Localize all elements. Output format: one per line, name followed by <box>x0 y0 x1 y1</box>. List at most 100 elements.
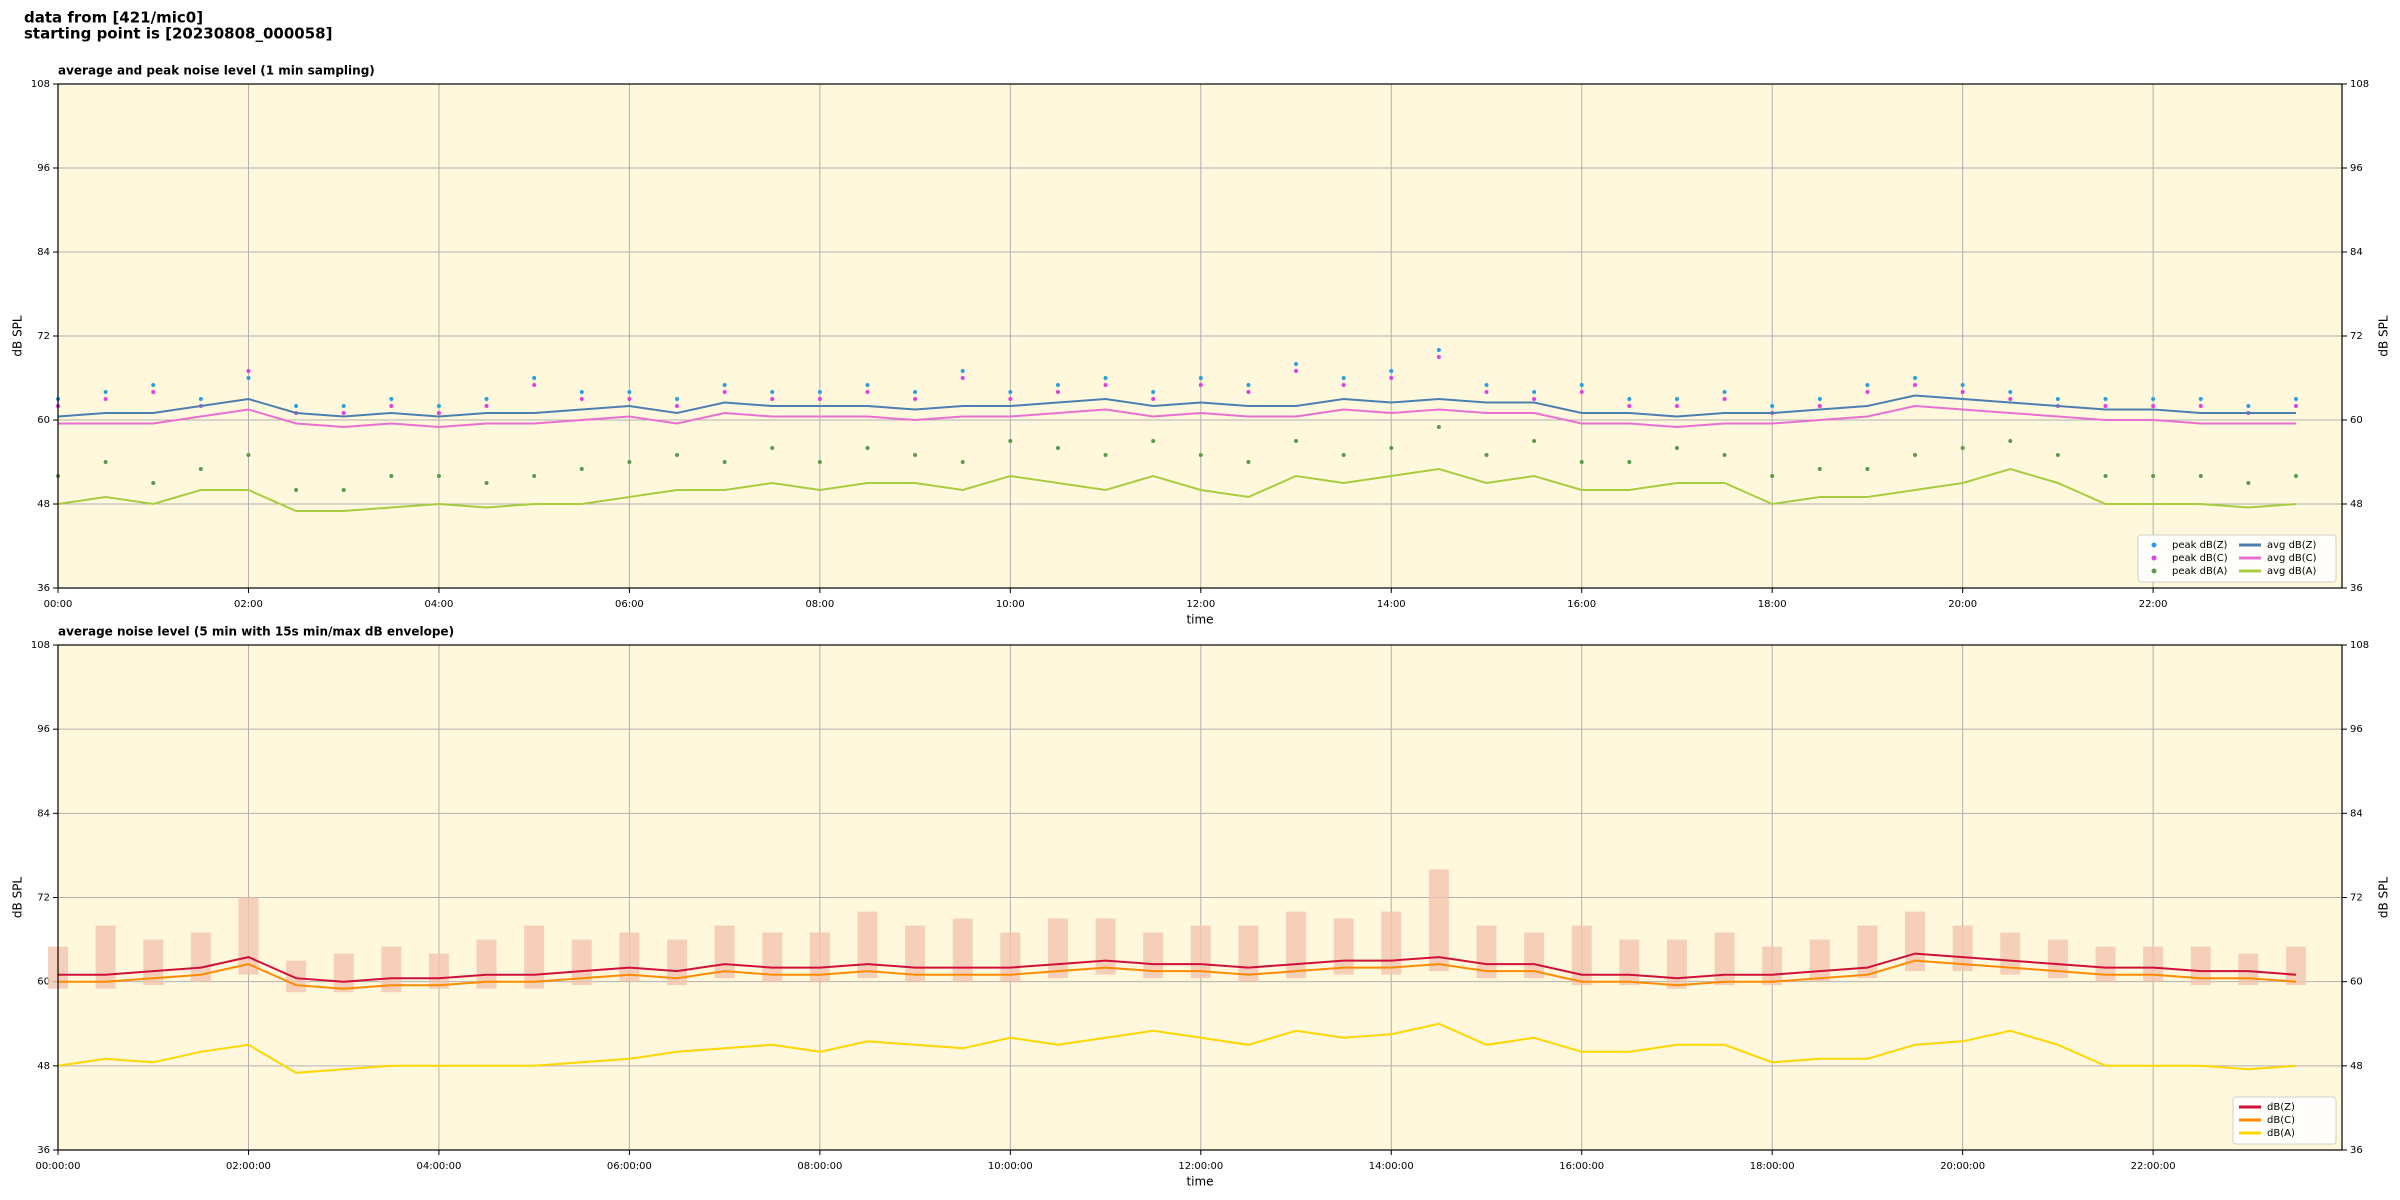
x-tick-label: 12:00 <box>1186 599 1215 610</box>
peak-dot <box>675 397 680 401</box>
peak-dot <box>1103 376 1108 380</box>
peak-dot <box>1722 390 1727 394</box>
y2-tick-label: 84 <box>2350 808 2363 819</box>
envelope-band <box>1952 925 1973 972</box>
peak-dot <box>1579 390 1584 394</box>
x-tick-label: 18:00:00 <box>1750 1161 1795 1172</box>
peak-dot <box>1532 390 1537 394</box>
peak-dot <box>1913 383 1918 387</box>
peak-dot <box>2103 474 2108 478</box>
legend-marker <box>2151 542 2157 548</box>
x-tick-label: 20:00:00 <box>1940 1161 1985 1172</box>
envelope-band <box>1905 911 1926 972</box>
y2-tick-label: 48 <box>2350 1061 2363 1072</box>
legend-label: avg dB(A) <box>2267 566 2317 577</box>
peak-dot <box>1484 383 1489 387</box>
peak-dot <box>1341 376 1346 380</box>
peak-dot <box>1436 355 1441 359</box>
envelope-band <box>1762 946 1783 986</box>
peak-dot <box>579 397 584 401</box>
series-line <box>57 467 2297 512</box>
peak-dot <box>1008 390 1013 394</box>
x-tick-label: 00:00:00 <box>36 1161 81 1172</box>
legend-label: peak dB(Z) <box>2172 540 2228 551</box>
peak-dot <box>1055 446 1060 450</box>
series-line <box>58 959 2297 990</box>
peak-dot <box>246 369 251 373</box>
peak-dot <box>1294 369 1299 373</box>
peak-dot <box>151 383 156 387</box>
envelope-band <box>190 932 211 982</box>
peak-dot <box>2198 474 2203 478</box>
header-line: data from [421/mic0] <box>24 9 203 27</box>
peak-dot <box>627 460 632 464</box>
peak-dot <box>960 369 965 373</box>
envelope-band <box>2000 932 2021 975</box>
peak-dot <box>1627 404 1632 408</box>
legend-label: dB(C) <box>2267 1115 2295 1126</box>
peak-dot <box>1722 397 1727 401</box>
envelope-band <box>1571 925 1592 986</box>
y2-tick-label: 108 <box>2350 640 2369 651</box>
peak-dot <box>246 453 251 457</box>
y-tick-label: 72 <box>37 331 50 342</box>
envelope-band <box>524 925 545 989</box>
envelope-band <box>238 897 259 975</box>
peak-dot <box>770 397 775 401</box>
peak-dot <box>1389 446 1394 450</box>
peak-dot <box>865 383 870 387</box>
peak-dot <box>770 390 775 394</box>
peak-dot <box>1294 439 1299 443</box>
legend-label: avg dB(C) <box>2267 553 2317 564</box>
peak-dot <box>675 453 680 457</box>
peak-dot <box>1532 397 1537 401</box>
peak-dot <box>1484 453 1489 457</box>
x-tick-label: 22:00 <box>2139 599 2168 610</box>
x-tick-label: 02:00:00 <box>226 1161 271 1172</box>
y-tick-label: 48 <box>37 499 50 510</box>
x-tick-label: 18:00 <box>1758 599 1787 610</box>
peak-dot <box>2246 481 2251 485</box>
peak-dot <box>2055 397 2060 401</box>
peak-dot <box>1103 383 1108 387</box>
peak-dot <box>1198 383 1203 387</box>
peak-dot <box>722 390 727 394</box>
x-tick-label: 00:00 <box>44 599 73 610</box>
x-tick-label: 22:00:00 <box>2131 1161 2176 1172</box>
envelope-band <box>1857 925 1878 979</box>
peak-dot <box>532 474 537 478</box>
peak-dot <box>579 390 584 394</box>
peak-dot <box>2293 474 2298 478</box>
y-tick-label: 48 <box>37 1061 50 1072</box>
peak-dot <box>1246 390 1251 394</box>
peak-dot <box>1436 348 1441 352</box>
peak-dot <box>2293 404 2298 408</box>
y-tick-label: 108 <box>31 79 50 90</box>
peak-dot <box>1627 397 1632 401</box>
envelope-band <box>143 939 164 986</box>
y2-tick-label: 96 <box>2350 724 2363 735</box>
series-line <box>58 404 2296 429</box>
envelope-band <box>2285 946 2306 986</box>
x-tick-label: 06:00 <box>615 599 644 610</box>
peak-dot <box>1817 404 1822 408</box>
peak-dot <box>2008 439 2013 443</box>
legend-label: avg dB(Z) <box>2267 540 2317 551</box>
peak-dot <box>2151 397 2156 401</box>
peak-dot <box>151 390 156 394</box>
x-tick-label: 14:00 <box>1377 599 1406 610</box>
peak-dot <box>817 397 822 401</box>
peak-dot <box>865 390 870 394</box>
x-tick-label: 10:00 <box>996 599 1025 610</box>
envelope-band <box>667 939 688 986</box>
peak-dot <box>960 460 965 464</box>
peak-dot <box>722 460 727 464</box>
y-tick-label: 60 <box>37 977 50 988</box>
x-tick-label: 02:00 <box>234 599 263 610</box>
envelope-band <box>381 946 402 993</box>
peak-dot <box>1389 369 1394 373</box>
peak-dot <box>865 446 870 450</box>
chart-title: average noise level (5 min with 15s min/… <box>58 625 454 639</box>
peak-dot <box>1674 446 1679 450</box>
